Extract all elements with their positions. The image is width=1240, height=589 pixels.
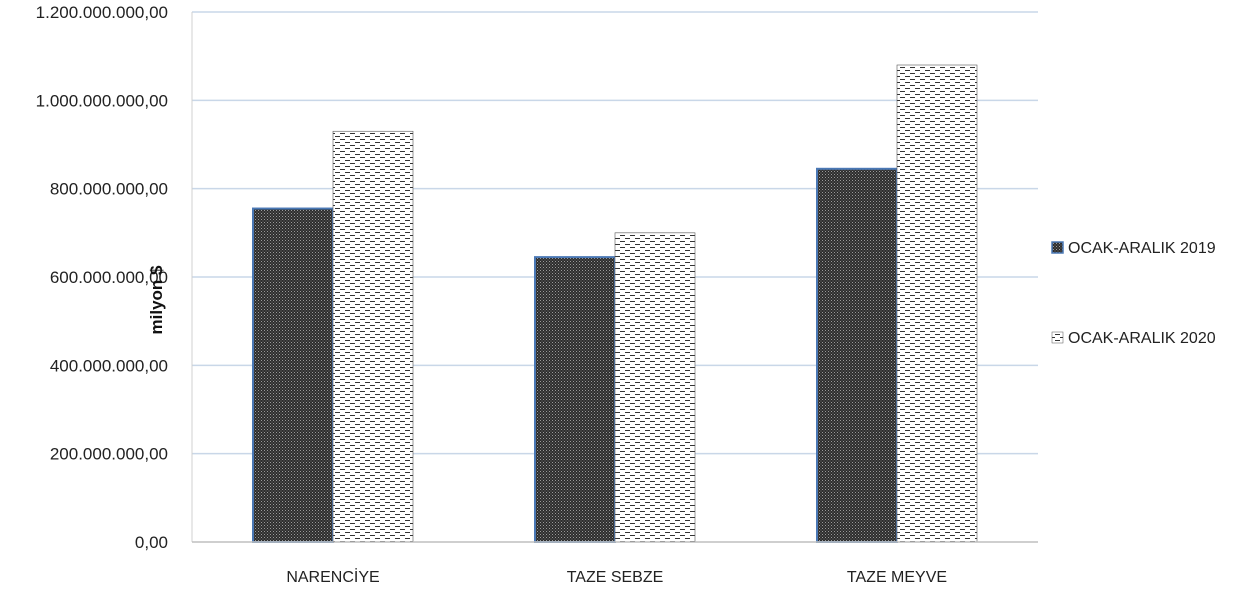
bar-2019-1 <box>534 256 616 543</box>
bar-2020-2 <box>896 64 978 543</box>
x-category-label: NARENCİYE <box>286 567 379 586</box>
bars <box>252 64 978 544</box>
y-axis-title: milyon $ <box>147 265 166 335</box>
y-tick-label: 1.200.000.000,00 <box>36 3 168 22</box>
y-tick-label: 800.000.000,00 <box>50 180 168 199</box>
legend: OCAK-ARALIK 2019 OCAK-ARALIK 2020 <box>1051 240 1216 347</box>
y-axis-ticks: 0,00 200.000.000,00 400.000.000,00 600.000.… <box>36 3 168 552</box>
y-tick-label: 600.000.000,00 <box>50 268 168 287</box>
legend-label: OCAK-ARALIK 2019 <box>1068 240 1216 257</box>
bar-2020-0 <box>332 130 414 543</box>
legend-label: OCAK-ARALIK 2020 <box>1068 330 1216 347</box>
bar-2019-0 <box>252 207 334 544</box>
y-tick-label: 200.000.000,00 <box>50 445 168 464</box>
legend-swatch <box>1051 331 1064 344</box>
y-tick-label: 400.000.000,00 <box>50 356 168 375</box>
y-tick-label: 1.000.000.000,00 <box>36 91 168 110</box>
legend-swatch <box>1051 241 1064 254</box>
bar-2020-1 <box>614 232 696 543</box>
x-category-label: TAZE SEBZE <box>567 569 664 586</box>
axes <box>191 12 1038 543</box>
bar-2019-2 <box>816 167 898 544</box>
x-category-label: TAZE MEYVE <box>847 569 947 586</box>
x-axis-categories: NARENCİYE TAZE SEBZE TAZE MEYVE <box>286 567 947 586</box>
y-tick-label: 0,00 <box>135 533 168 552</box>
